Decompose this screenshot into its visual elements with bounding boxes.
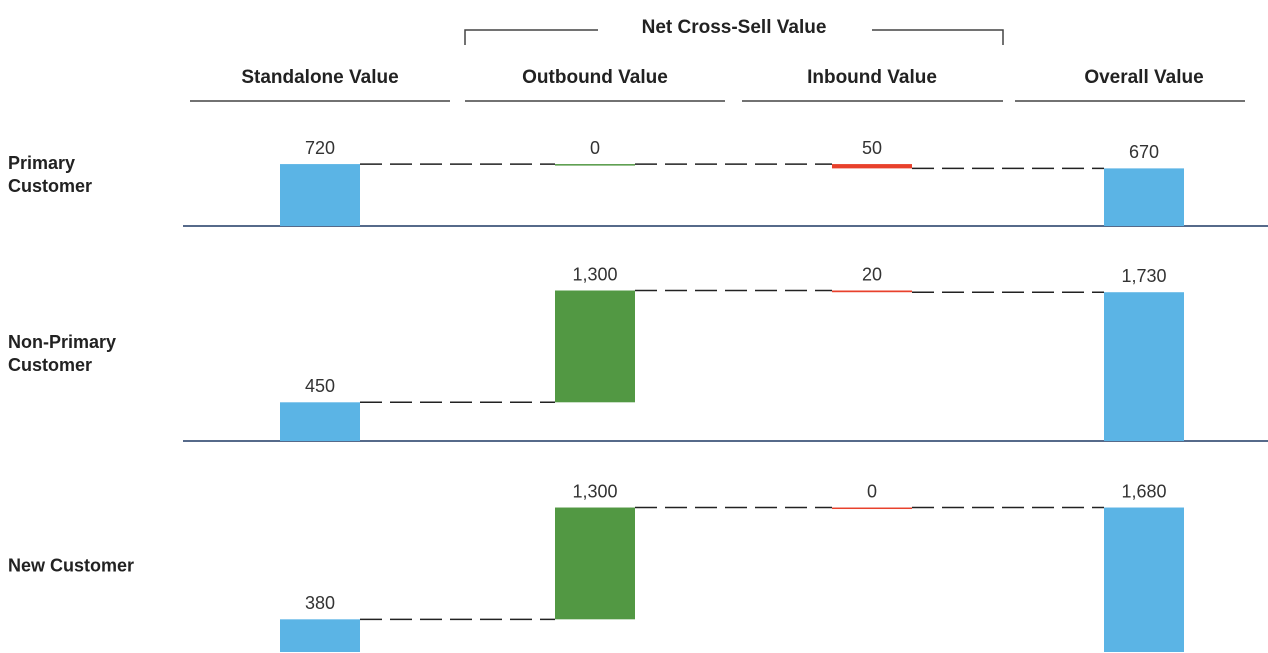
data-label: 50 — [862, 138, 882, 158]
data-label: 0 — [590, 138, 600, 158]
row-label: New Customer — [8, 555, 135, 576]
data-label: 720 — [305, 138, 335, 158]
group-title: Net Cross-Sell Value — [642, 17, 827, 38]
bar — [832, 507, 912, 510]
bar — [555, 507, 635, 620]
bar — [555, 164, 635, 166]
bar — [832, 290, 912, 293]
column-header: Inbound Value — [807, 67, 937, 88]
data-label: 450 — [305, 376, 335, 396]
column-header: Outbound Value — [522, 67, 668, 88]
data-label: 0 — [867, 481, 877, 501]
bar — [1104, 168, 1184, 226]
column-header: Overall Value — [1084, 67, 1203, 88]
bar — [555, 290, 635, 403]
data-label: 380 — [305, 593, 335, 613]
data-label: 1,300 — [572, 264, 617, 284]
row-label: Non-Primary Customer — [8, 332, 117, 375]
column-header: Standalone Value — [241, 67, 398, 88]
data-label: 1,730 — [1121, 266, 1166, 286]
bar — [280, 619, 360, 652]
bar — [1104, 507, 1184, 652]
bar — [280, 402, 360, 441]
bracket-right — [872, 29, 1004, 45]
bar — [832, 164, 912, 169]
bracket-left — [464, 29, 598, 45]
data-label: 1,680 — [1121, 481, 1166, 501]
bar — [280, 164, 360, 226]
group-bracket — [464, 29, 1004, 45]
data-label: 1,300 — [572, 481, 617, 501]
row-label: Primary Customer — [8, 153, 93, 196]
data-label: 670 — [1129, 142, 1159, 162]
data-label: 20 — [862, 264, 882, 284]
bar — [1104, 292, 1184, 441]
